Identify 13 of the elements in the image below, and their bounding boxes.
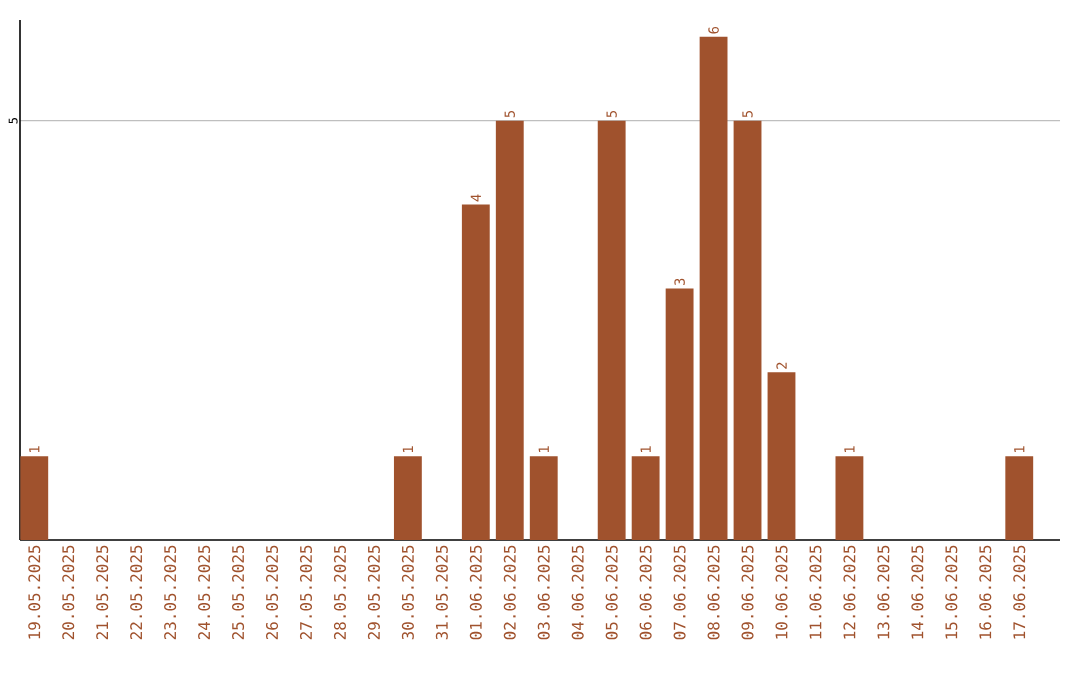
bar xyxy=(20,456,49,540)
bar xyxy=(597,120,626,540)
bar xyxy=(631,456,660,540)
bar xyxy=(393,456,422,540)
bar xyxy=(529,456,558,540)
bar xyxy=(665,288,694,540)
bar xyxy=(733,120,762,540)
bar xyxy=(1005,456,1034,540)
bar xyxy=(495,120,524,540)
bar xyxy=(699,36,728,540)
bar xyxy=(767,372,796,540)
bar xyxy=(835,456,864,540)
bar xyxy=(461,204,490,540)
